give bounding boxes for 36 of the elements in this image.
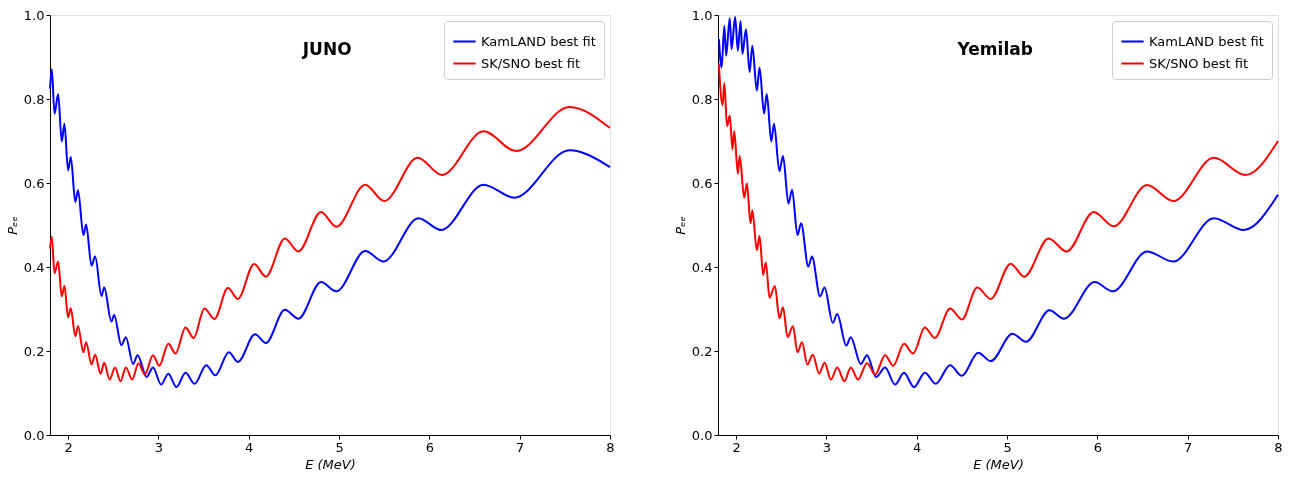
x-tick-label: 4 — [245, 439, 254, 455]
legend-label: KamLAND best fit — [481, 33, 596, 49]
y-tick-label: 0.4 — [691, 259, 713, 275]
y-tick-label: 0.0 — [23, 427, 45, 443]
x-tick-label: 7 — [1184, 439, 1193, 455]
x-tick-label: 3 — [154, 439, 164, 455]
x-tick-label: 2 — [732, 439, 741, 455]
legend-label: SK/SNO best fit — [481, 55, 581, 71]
x-tick-label: 7 — [516, 439, 525, 455]
y-tick-label: 0.0 — [691, 427, 713, 443]
legend-label: SK/SNO best fit — [1149, 55, 1249, 71]
x-tick-label: 5 — [335, 439, 344, 455]
y-tick-label: 0.4 — [23, 259, 45, 275]
x-tick-label: 6 — [1093, 439, 1102, 455]
text: Yemilab — [956, 39, 1033, 59]
legend-label: KamLAND best fit — [1149, 33, 1264, 49]
x-axis-title: E (MeV) — [305, 456, 356, 472]
y-axis-title: Pₑₑ — [4, 216, 20, 235]
y-tick-label: 1.0 — [23, 7, 45, 23]
x-axis-title: E (MeV) — [973, 456, 1024, 472]
text: JUNO — [301, 39, 352, 59]
y-tick-label: 0.2 — [691, 343, 713, 359]
x-tick-label: 8 — [606, 439, 615, 455]
x-tick-label: 8 — [1274, 439, 1283, 455]
y-tick-label: 0.2 — [23, 343, 45, 359]
y-tick-label: 1.0 — [691, 7, 713, 23]
x-tick-label: 3 — [822, 439, 832, 455]
x-tick-label: 4 — [913, 439, 922, 455]
y-axis-title: Pₑₑ — [672, 216, 688, 235]
y-tick-label: 0.6 — [23, 175, 45, 191]
x-tick-label: 2 — [64, 439, 73, 455]
y-tick-label: 0.6 — [691, 175, 713, 191]
x-tick-label: 6 — [425, 439, 434, 455]
x-tick-label: 5 — [1003, 439, 1012, 455]
y-tick-label: 0.8 — [23, 91, 45, 107]
y-tick-label: 0.8 — [691, 91, 713, 107]
